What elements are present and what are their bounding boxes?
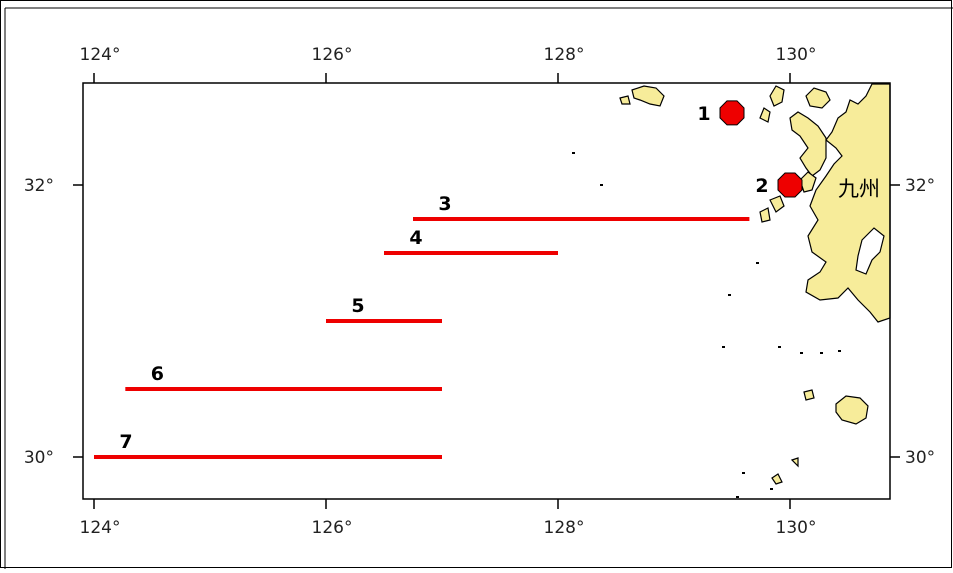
region-label-kyushu: 九州	[838, 177, 880, 201]
land-shape	[799, 171, 817, 193]
survey-line-label-7: 7	[119, 431, 132, 453]
bay-outline	[855, 227, 885, 275]
islet-speck	[756, 262, 759, 264]
islet-speck	[778, 346, 781, 348]
islet-speck	[600, 184, 603, 186]
y-tick-label-right: 30°	[905, 448, 935, 468]
islet-speck	[742, 472, 745, 474]
survey-line-label-3: 3	[438, 193, 451, 215]
islet-speck	[770, 488, 773, 490]
x-tick-label-top: 124°	[80, 45, 121, 65]
survey-line-label-5: 5	[351, 295, 364, 317]
station-label-2: 2	[755, 175, 768, 197]
map-frame	[82, 82, 891, 500]
station-label-1: 1	[697, 103, 710, 125]
station-marker-1	[719, 100, 745, 126]
islet-speck	[800, 352, 803, 354]
survey-line-label-6: 6	[151, 363, 164, 385]
x-tick-label-top: 130°	[776, 45, 817, 65]
land-shape	[803, 389, 815, 401]
survey-line-label-4: 4	[409, 227, 422, 249]
x-tick-label-top: 126°	[312, 45, 353, 65]
y-tick-label-right: 32°	[905, 176, 935, 196]
land-shape	[790, 457, 799, 468]
land-masses	[572, 83, 891, 498]
map-axes: 124°124°126°126°128°128°130°130°32° 32°30…	[24, 45, 935, 538]
land-shape	[619, 95, 631, 105]
x-tick-label-top: 128°	[544, 45, 585, 65]
survey-marks: 34 5 6 7 1 2	[94, 100, 803, 459]
land-shape	[769, 195, 785, 213]
islet-speck	[820, 352, 823, 354]
x-tick-label-bottom: 130°	[776, 518, 817, 538]
islet-speck	[728, 294, 731, 296]
y-tick-label-left: 30°	[24, 448, 54, 468]
islet-speck	[722, 346, 725, 348]
land-shape	[835, 395, 869, 425]
islet-speck	[572, 152, 575, 154]
x-tick-label-bottom: 128°	[544, 518, 585, 538]
land-shape	[805, 87, 831, 109]
islet-speck	[736, 496, 739, 498]
islet-speck	[838, 350, 841, 352]
land-shape	[759, 107, 771, 123]
land-shape	[789, 111, 827, 177]
land-shape	[631, 85, 665, 107]
land-shape	[771, 473, 783, 485]
station-marker-2	[777, 172, 803, 198]
land-shape	[769, 85, 785, 107]
y-tick-label-left: 32°	[24, 176, 54, 196]
x-tick-label-bottom: 126°	[312, 518, 353, 538]
land-shape	[759, 207, 771, 223]
x-tick-label-bottom: 124°	[80, 518, 121, 538]
